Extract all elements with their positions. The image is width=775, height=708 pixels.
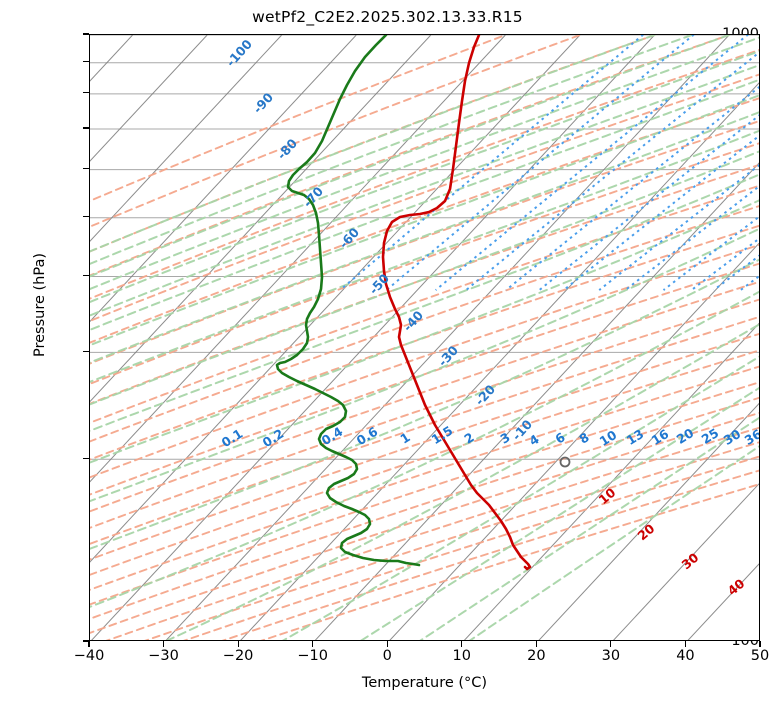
x-tick-label: 10 xyxy=(452,648,471,664)
x-tick-mark xyxy=(88,641,90,647)
x-tick-mark xyxy=(312,641,314,647)
x-tick-mark xyxy=(461,641,463,647)
x-tick-label: 20 xyxy=(527,648,546,664)
x-tick-label: −10 xyxy=(297,648,328,664)
x-tick-label: 50 xyxy=(750,648,770,664)
x-tick-label: −30 xyxy=(148,648,179,664)
plot-area: 0.1 0.2 0.4 0.6 1 1.5 2 3 4 6 8 10 13 16 20 25 30 36 -100-… xyxy=(89,34,760,641)
x-axis-title: Temperature (°C) xyxy=(361,675,488,691)
y-tick-mark xyxy=(83,457,89,459)
x-tick-label: 30 xyxy=(601,648,621,664)
x-tick-mark xyxy=(535,641,537,647)
dewpoint-curve xyxy=(275,35,421,567)
y-tick-mark xyxy=(83,350,89,352)
x-tick-mark xyxy=(386,641,388,647)
y-tick-mark xyxy=(83,640,89,642)
y-tick-mark xyxy=(83,127,89,129)
y-tick-mark xyxy=(83,274,89,277)
x-tick-label: 0 xyxy=(382,648,392,664)
y-tick-mark xyxy=(83,33,89,35)
x-tick-mark xyxy=(759,641,761,647)
x-tick-mark xyxy=(610,641,612,647)
x-tick-mark xyxy=(684,641,687,647)
page-title: wetPf2_C2E2.2025.302.13.33.R15 xyxy=(252,8,523,26)
y-tick-mark xyxy=(83,61,89,63)
lcl-marker xyxy=(559,456,571,468)
y-tick-mark xyxy=(83,216,89,218)
x-tick-mark xyxy=(237,641,239,647)
temperature-curve xyxy=(381,35,532,571)
y-axis-title: Pressure (hPa) xyxy=(32,253,48,358)
x-tick-mark xyxy=(162,641,165,647)
x-tick-label: −20 xyxy=(222,648,254,664)
x-tick-label: −40 xyxy=(73,648,105,664)
sounding-curves xyxy=(275,35,571,571)
skewt-background-grid xyxy=(90,35,759,640)
y-tick-mark xyxy=(83,92,89,94)
x-tick-label: 40 xyxy=(676,648,695,664)
y-tick-mark xyxy=(83,168,89,170)
